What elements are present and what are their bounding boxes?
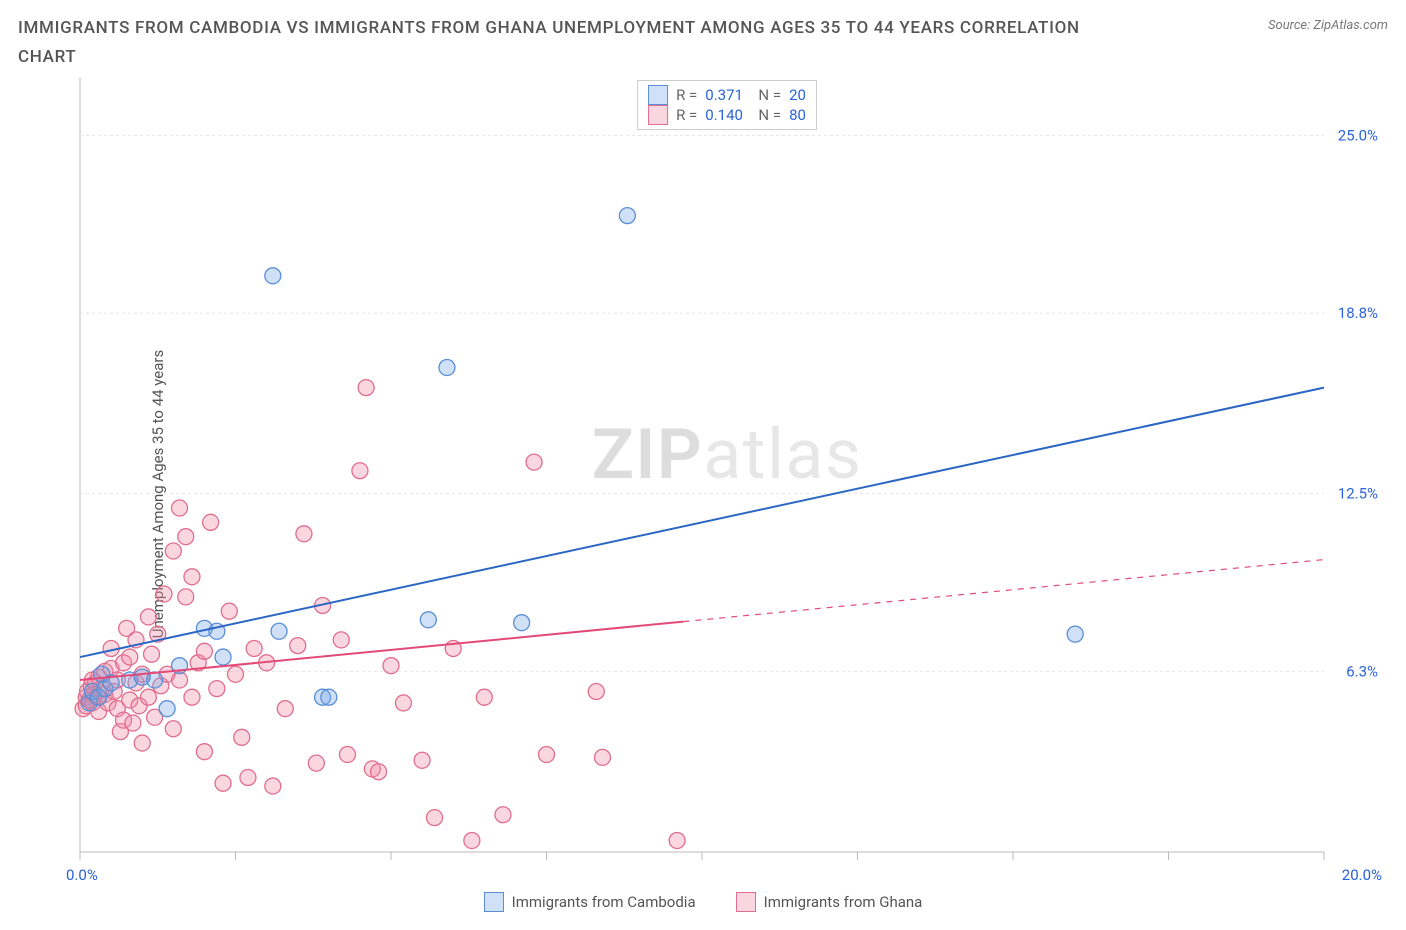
chart-header: IMMIGRANTS FROM CAMBODIA VS IMMIGRANTS F… <box>18 14 1388 72</box>
legend-item-ghana: Immigrants from Ghana <box>736 892 923 912</box>
chart-area: Unemployment Among Ages 35 to 44 years 6… <box>18 76 1388 912</box>
legend-label: Immigrants from Ghana <box>764 893 923 911</box>
x-axis-labels: 0.0% 20.0% <box>66 866 1388 886</box>
r-value-ghana: 0.140 <box>705 106 743 124</box>
n-value-cambodia: 20 <box>789 86 806 104</box>
r-label: R = <box>676 86 697 104</box>
x-min-label: 0.0% <box>66 866 98 884</box>
legend-item-cambodia: Immigrants from Cambodia <box>484 892 696 912</box>
legend-row-cambodia: R = 0.371 N = 20 <box>648 85 806 105</box>
svg-text:12.5%: 12.5% <box>1338 484 1378 502</box>
n-value-ghana: 80 <box>789 106 806 124</box>
svg-text:18.8%: 18.8% <box>1338 304 1378 322</box>
chart-title: IMMIGRANTS FROM CAMBODIA VS IMMIGRANTS F… <box>18 14 1118 72</box>
n-label: N = <box>751 86 781 104</box>
swatch-ghana <box>648 105 668 125</box>
r-value-cambodia: 0.371 <box>705 86 743 104</box>
series-legend: Immigrants from Cambodia Immigrants from… <box>18 892 1388 912</box>
x-max-label: 20.0% <box>1342 866 1382 884</box>
r-label: R = <box>676 106 697 124</box>
swatch-ghana <box>736 892 756 912</box>
swatch-cambodia <box>648 85 668 105</box>
correlation-legend: R = 0.371 N = 20 R = 0.140 N = 80 <box>637 80 817 130</box>
svg-text:25.0%: 25.0% <box>1338 126 1378 144</box>
plot-container: 6.3%12.5%18.8%25.0% ZIPatlas R = 0.371 N… <box>66 76 1388 866</box>
source-label: Source: ZipAtlas.com <box>1268 18 1388 33</box>
svg-text:6.3%: 6.3% <box>1346 662 1378 680</box>
legend-row-ghana: R = 0.140 N = 80 <box>648 105 806 125</box>
swatch-cambodia <box>484 892 504 912</box>
n-label: N = <box>751 106 781 124</box>
legend-label: Immigrants from Cambodia <box>512 893 696 911</box>
scatter-plot: 6.3% 12.5% 18.8% 25.0% <box>66 76 1386 866</box>
